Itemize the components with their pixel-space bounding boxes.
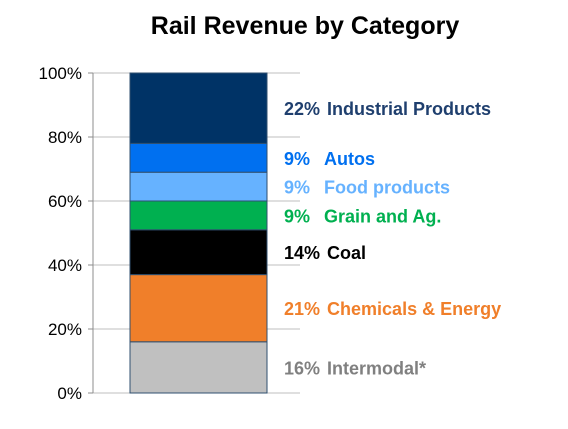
- data-label: 16% Intermodal*: [284, 358, 426, 378]
- y-tick-label: 20%: [48, 320, 82, 339]
- bar-segment: [129, 142, 268, 173]
- chart-title: Rail Revenue by Category: [150, 12, 460, 40]
- data-label-name: Food products: [324, 178, 450, 198]
- y-tick-label: 80%: [48, 128, 82, 147]
- data-label-name: Grain and Ag.: [324, 206, 441, 226]
- bar-segment: [129, 200, 268, 231]
- data-label: 9% Food products: [284, 178, 450, 198]
- data-label-percent: 21%: [284, 299, 320, 319]
- y-tick-label: 0%: [57, 384, 82, 403]
- bar-segment: [129, 72, 268, 144]
- data-label-percent: 16%: [284, 358, 320, 378]
- data-label: 21% Chemicals & Energy: [284, 299, 501, 319]
- data-label-name: Coal: [327, 243, 366, 263]
- y-tick-label: 100%: [39, 64, 82, 83]
- bar-segment: [129, 274, 268, 343]
- data-label: 9% Autos: [284, 149, 375, 169]
- data-label-name: Autos: [324, 149, 375, 169]
- data-label-percent: 9%: [284, 149, 310, 169]
- data-label-name: Chemicals & Energy: [327, 299, 501, 319]
- bar-segment: [129, 171, 268, 202]
- data-label-percent: 22%: [284, 99, 320, 119]
- data-label-name: Industrial Products: [327, 99, 491, 119]
- data-label-percent: 14%: [284, 243, 320, 263]
- bar-segment: [129, 229, 268, 276]
- y-tick-label: 60%: [48, 192, 82, 211]
- data-label: 22% Industrial Products: [284, 99, 491, 119]
- bar-segment: [129, 341, 268, 394]
- data-label-name: Intermodal*: [327, 358, 426, 378]
- y-tick-label: 40%: [48, 256, 82, 275]
- data-label-percent: 9%: [284, 206, 310, 226]
- data-label: 9% Grain and Ag.: [284, 206, 441, 226]
- data-label-percent: 9%: [284, 178, 310, 198]
- data-label: 14% Coal: [284, 243, 366, 263]
